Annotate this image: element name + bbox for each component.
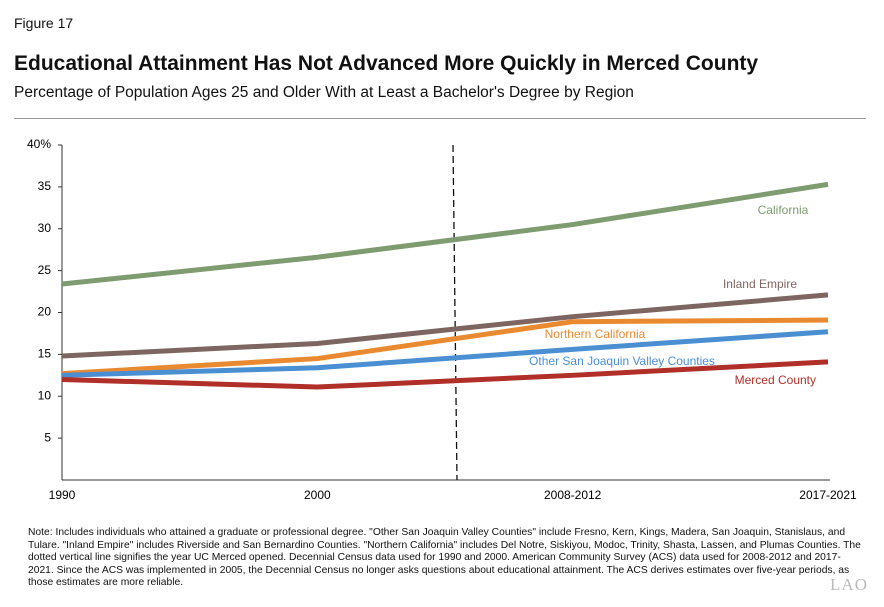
y-tick-label: 40% [27,137,51,151]
note: Note: Includes individuals who attained … [28,527,861,589]
chart: 5 10 15 20 25 30 35 40% 1990 2000 2008-2012 2017-20… [27,137,857,502]
series-line [61,359,829,390]
separator [14,118,866,119]
series-line [61,292,829,359]
figure-label: Figure 17 [14,15,74,31]
chart-subtitle: Percentage of Population Ages 25 and Old… [14,84,634,101]
y-tick-label: 10 [38,388,52,402]
chart-title: Educational Attainment Has Not Advanced … [14,52,759,75]
x-tick-label: 1990 [49,488,76,502]
x-tick-label: 2017-2021 [799,488,857,502]
y-tick-label: 30 [38,221,52,235]
logo: LAO [830,575,868,594]
series-line [61,181,829,287]
series-label: California [758,203,809,217]
series-label: Inland Empire [723,277,797,291]
series-line [61,317,829,377]
y-tick-label: 15 [38,347,52,361]
x-tick-label: 2000 [304,488,331,502]
y-tick-label: 20 [38,305,52,319]
x-tick-label: 2008-2012 [544,488,602,502]
uc-merced-line [452,144,458,481]
y-tick-label: 5 [44,430,51,444]
y-tick-label: 25 [38,263,52,277]
series-label: Other San Joaquin Valley Counties [529,354,715,368]
y-tick-label: 35 [38,179,52,193]
series-line [61,329,829,378]
series-label: Merced County [735,373,816,387]
series-label: Northern California [545,327,646,341]
